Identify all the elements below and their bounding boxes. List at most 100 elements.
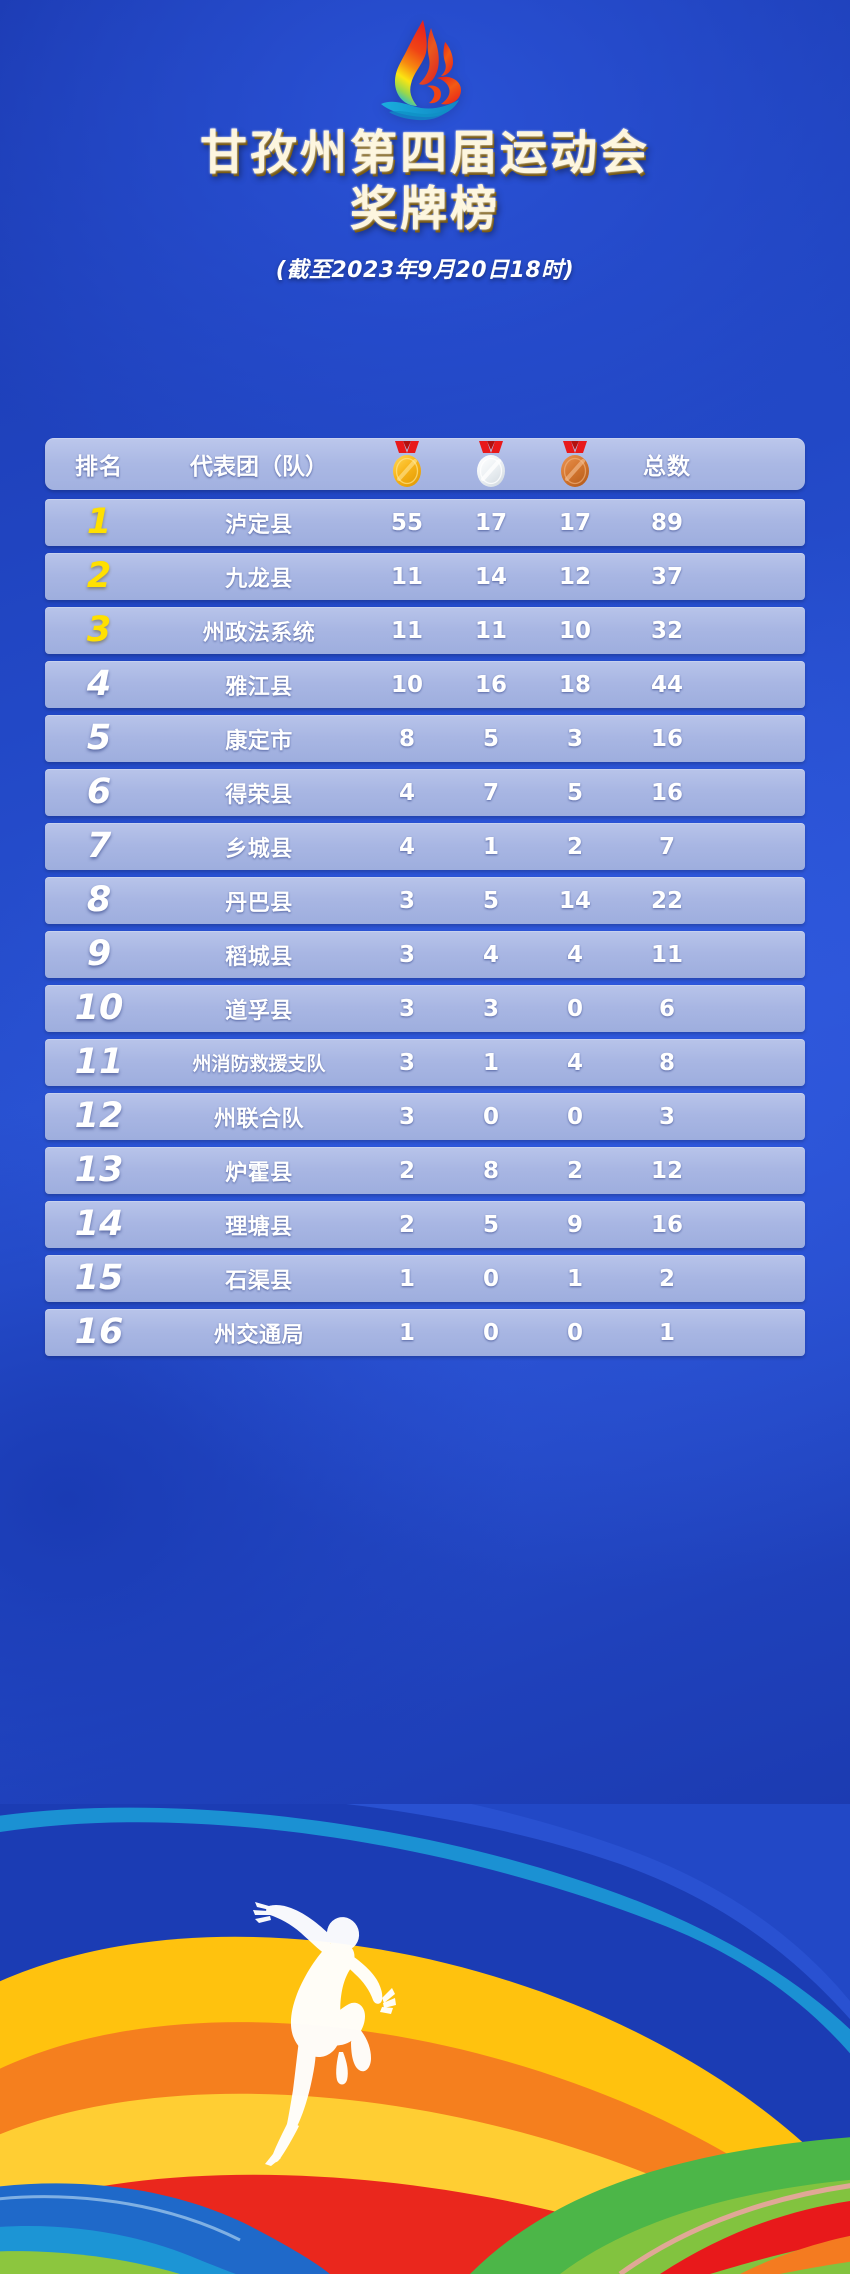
silver-count: 1	[482, 1049, 499, 1076]
rank-value: 4	[86, 664, 112, 704]
silver-count: 0	[482, 1103, 499, 1130]
page-title-line2: 奖牌榜	[0, 182, 850, 238]
total-count: 37	[650, 563, 683, 590]
bronze-count: 17	[558, 509, 591, 536]
silver-count: 0	[482, 1319, 499, 1346]
team-name: 康定市	[225, 728, 293, 754]
table-header-row: 排名 代表团（队）	[45, 438, 805, 490]
gold-count: 11	[390, 563, 423, 590]
table-row[interactable]: 13 炉霍县 2 8 2 12	[45, 1147, 805, 1194]
column-header-team: 代表团（队）	[190, 454, 328, 480]
team-name: 炉霍县	[225, 1160, 293, 1186]
silver-count: 0	[482, 1265, 499, 1292]
rank-value: 1	[86, 502, 112, 542]
table-row[interactable]: 7 乡城县 4 1 2 7	[45, 823, 805, 870]
total-count: 3	[658, 1103, 675, 1130]
bronze-count: 12	[558, 563, 591, 590]
total-count: 44	[650, 671, 683, 698]
table-row[interactable]: 8 丹巴县 3 5 14 22	[45, 877, 805, 924]
page-title-line1: 甘孜州第四届运动会	[0, 126, 850, 182]
rank-value: 2	[86, 556, 112, 596]
gold-count: 8	[398, 725, 415, 752]
team-name: 理塘县	[225, 1214, 293, 1240]
total-count: 11	[650, 941, 683, 968]
total-count: 16	[650, 779, 683, 806]
total-count: 22	[650, 887, 683, 914]
silver-count: 14	[474, 563, 507, 590]
table-row[interactable]: 14 理塘县 2 5 9 16	[45, 1201, 805, 1248]
ribbon-swoosh-graphic	[0, 1804, 850, 2274]
rank-value: 3	[86, 610, 112, 650]
team-name: 州政法系统	[202, 620, 316, 646]
bronze-count: 14	[558, 887, 591, 914]
gold-count: 3	[398, 1103, 415, 1130]
bottom-decoration	[0, 1804, 850, 2274]
table-row[interactable]: 12 州联合队 3 0 0 3	[45, 1093, 805, 1140]
silver-count: 11	[474, 617, 507, 644]
team-name: 九龙县	[225, 566, 293, 592]
gold-count: 3	[398, 1049, 415, 1076]
team-name: 稻城县	[225, 944, 293, 970]
rank-value: 8	[86, 880, 112, 920]
total-count: 32	[650, 617, 683, 644]
team-name: 州交通局	[213, 1322, 304, 1348]
silver-count: 7	[482, 779, 499, 806]
bronze-count: 0	[566, 1103, 583, 1130]
rank-value: 11	[74, 1042, 124, 1082]
table-row[interactable]: 3 州政法系统 11 11 10 32	[45, 607, 805, 654]
rank-value: 12	[74, 1096, 124, 1136]
table-row[interactable]: 9 稻城县 3 4 4 11	[45, 931, 805, 978]
bronze-count: 0	[566, 995, 583, 1022]
silver-count: 4	[482, 941, 499, 968]
rank-value: 5	[86, 718, 112, 758]
table-row[interactable]: 6 得荣县 4 7 5 16	[45, 769, 805, 816]
team-name: 石渠县	[225, 1268, 293, 1294]
column-header-silver	[449, 441, 533, 487]
team-name: 泸定县	[225, 512, 293, 538]
rank-value: 7	[86, 826, 112, 866]
silver-count: 17	[474, 509, 507, 536]
bronze-count: 9	[566, 1211, 583, 1238]
column-header-gold	[365, 441, 449, 487]
silver-medal-icon	[469, 441, 513, 487]
gold-count: 3	[398, 995, 415, 1022]
total-count: 1	[658, 1319, 675, 1346]
table-row[interactable]: 2 九龙县 11 14 12 37	[45, 553, 805, 600]
total-count: 2	[658, 1265, 675, 1292]
gold-count: 1	[398, 1265, 415, 1292]
team-name: 州消防救援支队	[192, 1053, 326, 1075]
gold-count: 2	[398, 1157, 415, 1184]
silver-count: 5	[482, 725, 499, 752]
gold-count: 10	[390, 671, 423, 698]
silver-count: 5	[482, 887, 499, 914]
team-name: 州联合队	[213, 1106, 304, 1132]
bronze-count: 0	[566, 1319, 583, 1346]
bronze-count: 18	[558, 671, 591, 698]
rank-value: 15	[74, 1258, 124, 1298]
silver-count: 3	[482, 995, 499, 1022]
gold-count: 55	[390, 509, 423, 536]
team-name: 雅江县	[225, 674, 293, 700]
table-row[interactable]: 1 泸定县 55 17 17 89	[45, 499, 805, 546]
table-row[interactable]: 16 州交通局 1 0 0 1	[45, 1309, 805, 1356]
bronze-count: 5	[566, 779, 583, 806]
gold-count: 3	[398, 887, 415, 914]
total-count: 8	[658, 1049, 675, 1076]
column-header-rank: 排名	[75, 454, 123, 480]
gold-count: 4	[398, 833, 415, 860]
bronze-count: 10	[558, 617, 591, 644]
table-row[interactable]: 11 州消防救援支队 3 1 4 8	[45, 1039, 805, 1086]
table-row[interactable]: 4 雅江县 10 16 18 44	[45, 661, 805, 708]
gold-count: 2	[398, 1211, 415, 1238]
bronze-count: 2	[566, 833, 583, 860]
rank-value: 13	[74, 1150, 124, 1190]
table-row[interactable]: 5 康定市 8 5 3 16	[45, 715, 805, 762]
table-row[interactable]: 10 道孚县 3 3 0 6	[45, 985, 805, 1032]
total-count: 16	[650, 1211, 683, 1238]
gold-medal-icon	[385, 441, 429, 487]
table-row[interactable]: 15 石渠县 1 0 1 2	[45, 1255, 805, 1302]
rank-value: 6	[86, 772, 112, 812]
total-count: 89	[650, 509, 683, 536]
team-name: 得荣县	[225, 782, 293, 808]
